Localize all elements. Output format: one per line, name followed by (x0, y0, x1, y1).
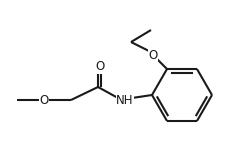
Text: O: O (40, 93, 48, 106)
Text: NH: NH (116, 93, 134, 106)
Text: O: O (148, 49, 158, 62)
Text: O: O (95, 61, 104, 73)
